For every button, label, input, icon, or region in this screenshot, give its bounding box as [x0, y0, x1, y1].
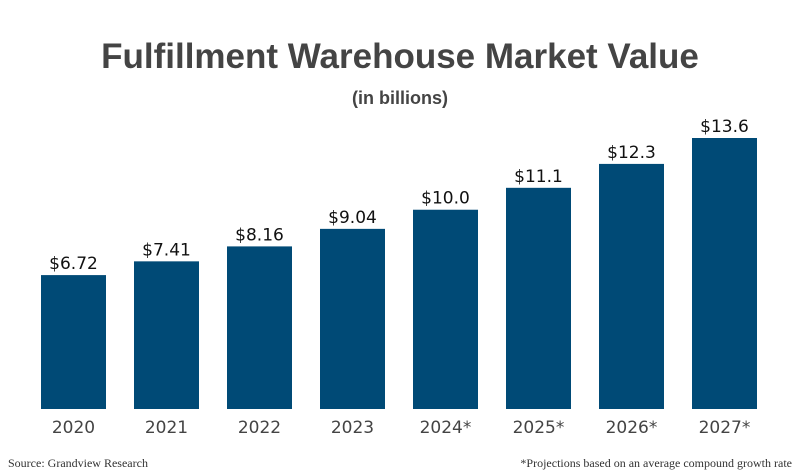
source-note: Source: Grandview Research — [8, 456, 148, 470]
data-label: $9.04 — [328, 208, 377, 228]
bar-2024 — [413, 209, 478, 409]
x-tick-label: 2023 — [331, 418, 374, 438]
data-label: $8.16 — [235, 225, 284, 245]
x-tick-label: 2026* — [606, 418, 658, 438]
chart-title: Fulfillment Warehouse Market Value — [101, 37, 699, 76]
bar-2020 — [41, 275, 106, 409]
x-tick-label: 2021 — [145, 418, 188, 438]
bar-2023 — [320, 228, 385, 409]
bar-2027 — [692, 138, 757, 409]
x-tick-label: 2020 — [52, 418, 95, 438]
bar-2026 — [599, 163, 664, 409]
data-label: $11.1 — [514, 167, 563, 187]
chart-subtitle: (in billions) — [352, 88, 448, 108]
bar-2025 — [506, 187, 571, 409]
x-tick-label: 2025* — [513, 418, 565, 438]
x-tick-label: 2022 — [238, 418, 281, 438]
data-label: $13.6 — [700, 117, 749, 137]
bar-2021 — [134, 261, 199, 409]
x-tick-label: 2024* — [420, 418, 472, 438]
data-label: $12.3 — [607, 143, 656, 163]
data-label: $7.41 — [142, 240, 191, 260]
data-label: $6.72 — [49, 254, 98, 274]
bar-2022 — [227, 246, 292, 409]
data-label: $10.0 — [421, 189, 470, 209]
x-tick-label: 2027* — [699, 418, 751, 438]
footnote: *Projections based on an average compoun… — [520, 456, 792, 470]
